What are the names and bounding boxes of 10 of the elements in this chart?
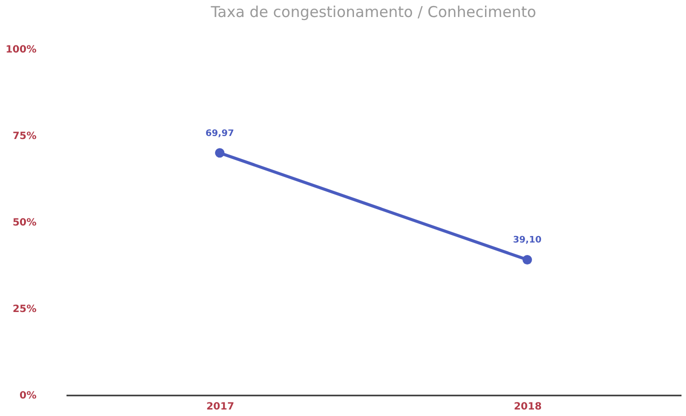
y-tick-label: 25% bbox=[12, 304, 36, 315]
x-tick-label: 2018 bbox=[514, 402, 542, 412]
y-tick-label: 50% bbox=[12, 218, 36, 228]
y-tick-label: 100% bbox=[6, 44, 36, 56]
x-tick-label: 2017 bbox=[206, 402, 234, 412]
y-tick-label: 75% bbox=[12, 131, 36, 142]
chart-title: Taxa de congestionamento / Conhecimento bbox=[210, 3, 536, 21]
y-tick-label: 0% bbox=[20, 390, 36, 402]
data-label: 69,97 bbox=[206, 128, 234, 139]
data-label: 39,10 bbox=[513, 236, 542, 246]
